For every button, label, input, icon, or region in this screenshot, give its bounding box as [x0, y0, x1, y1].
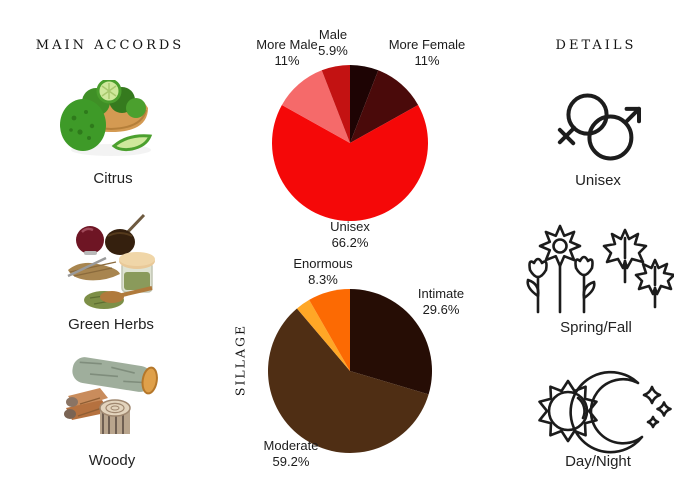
- pie-slice-intimate: [350, 289, 432, 395]
- sillage-label-moderate: Moderate 59.2%: [263, 438, 319, 469]
- sillage-axis-label: SILLAGE: [232, 323, 248, 397]
- gender-pie-chart: [272, 65, 428, 221]
- sun-and-moon-icon: [538, 370, 672, 454]
- accord-label-woody: Woody: [88, 452, 136, 469]
- detail-label-spring-fall: Spring/Fall: [560, 319, 632, 336]
- accord-label-green-herbs: Green Herbs: [68, 316, 154, 333]
- pie-slice-more-female: [350, 70, 419, 143]
- pie-slice-unisex: [272, 104, 428, 221]
- accord-label-citrus: Citrus: [93, 170, 133, 187]
- pie-slice-male: [321, 65, 350, 143]
- flowers-and-maple-leaves-icon: [526, 224, 674, 314]
- sillage-label-enormous: Enormous 8.3%: [293, 256, 353, 287]
- pie-slice-moderate: [268, 308, 429, 453]
- details-header: DETAILS: [555, 38, 637, 53]
- detail-label-unisex: Unisex: [575, 172, 621, 189]
- pie-slice-more-male: [281, 70, 350, 143]
- unisex-gender-icon: [557, 93, 642, 161]
- pie-slice-unlabeled: [296, 299, 350, 371]
- pie-slice-enormous: [309, 289, 350, 371]
- detail-label-day-night: Day/Night: [565, 453, 631, 470]
- sillage-label-intimate: Intimate 29.6%: [417, 286, 465, 317]
- woody-logs-image: [64, 357, 158, 434]
- main-accords-header: MAIN ACCORDS: [35, 38, 185, 53]
- gender-label-male: Male 5.9%: [318, 27, 348, 58]
- pie-slice-unlabeled: [350, 65, 379, 143]
- sillage-pie-chart: [268, 289, 432, 453]
- citrus-bergamot-image: [60, 80, 153, 156]
- green-herbs-image: [67, 213, 155, 309]
- gender-label-more-female: More Female 11%: [388, 37, 466, 68]
- gender-label-more-male: More Male 11%: [256, 37, 318, 68]
- gender-label-unisex: Unisex 66.2%: [330, 219, 370, 250]
